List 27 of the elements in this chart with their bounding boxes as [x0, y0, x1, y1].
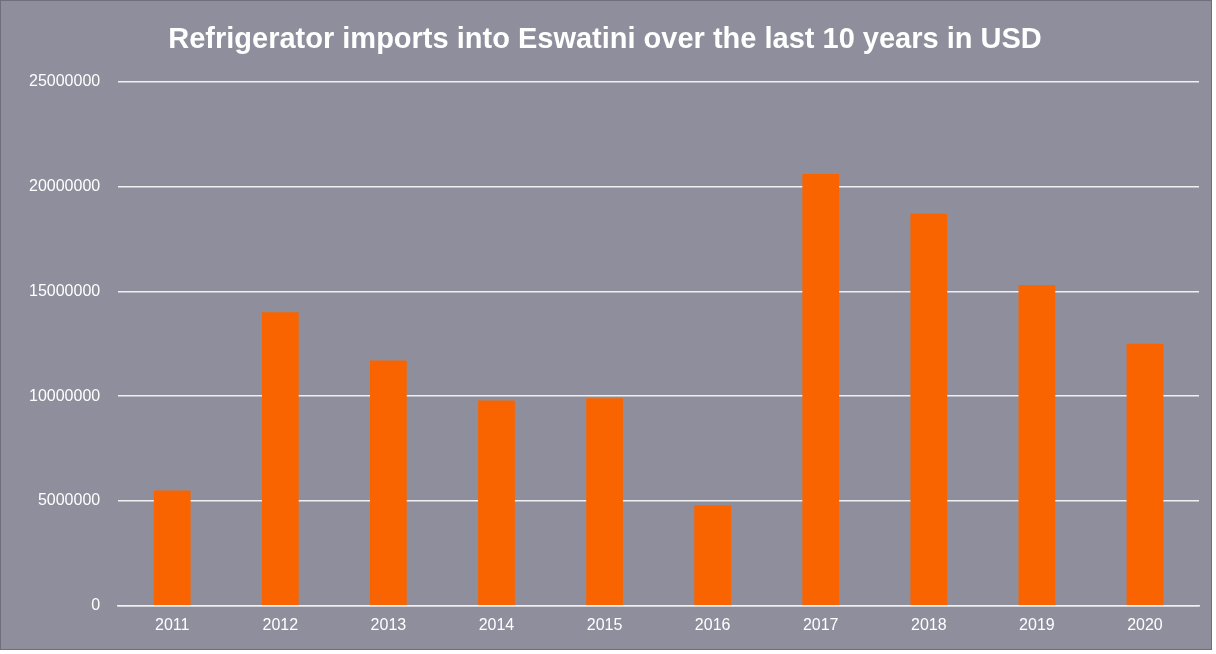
bar	[261, 312, 299, 606]
bar	[802, 174, 840, 606]
bar	[1126, 343, 1164, 606]
bar	[910, 213, 948, 606]
x-tick-label: 2015	[586, 615, 623, 633]
x-tick-label: 2013	[370, 615, 407, 633]
bar	[478, 400, 515, 606]
x-tick-label: 2017	[802, 615, 839, 633]
y-tick-label: 20000000	[29, 177, 101, 195]
bar	[153, 490, 191, 606]
x-tick-label: 2014	[478, 615, 515, 633]
x-tick-label: 2011	[155, 615, 190, 633]
y-tick-label: 10000000	[29, 386, 101, 404]
y-tick-label: 25000000	[29, 72, 101, 90]
chart-title: Refrigerator imports into Eswatini over the last 10 years in USD	[168, 22, 1042, 55]
x-tick-label: 2016	[694, 615, 731, 633]
x-tick-label: 2020	[1127, 615, 1163, 633]
y-tick-label: 0	[91, 596, 101, 614]
y-tick-label: 5000000	[37, 491, 101, 509]
bar	[694, 505, 732, 606]
x-tick-label: 2019	[1019, 615, 1055, 633]
x-tick-label: 2012	[262, 615, 299, 633]
bar	[370, 360, 407, 606]
bar	[586, 398, 623, 606]
y-tick-label: 15000000	[29, 281, 101, 299]
x-tick-label: 2018	[911, 615, 947, 633]
bar	[1018, 285, 1056, 606]
